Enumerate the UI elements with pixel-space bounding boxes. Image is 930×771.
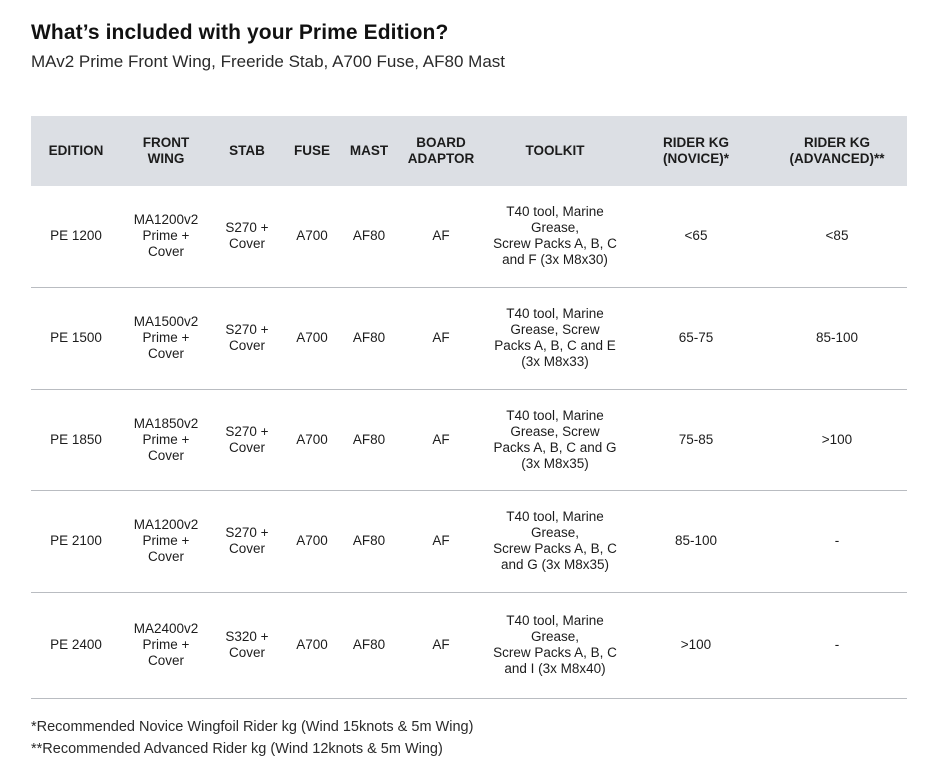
cell-edition: PE 2100 [50,533,102,548]
cell-rider-kg-novice: 75-85 [678,431,714,447]
cell-rider-kg-advanced: <85 [825,228,849,244]
cell-board-adaptor: AF [432,431,450,447]
cell-edition: PE 1850 [50,431,102,447]
cell-board-adaptor: AF [432,330,450,345]
cell-stab: S270 + Cover [225,423,269,455]
table-header-row: EDITION FRONT WING STAB FUSE MAST BOARD … [31,116,907,186]
cell-rider-kg-advanced: - [834,533,840,548]
header-front-wing: FRONT WING [142,135,190,166]
header-mast: MAST [349,143,389,158]
cell-stab: S320 + Cover [225,629,269,660]
cell-rider-kg-novice: 85-100 [674,533,718,548]
cell-front-wing: MA1850v2 Prime + Cover [133,415,199,463]
cell-toolkit: T40 tool, Marine Grease, Screw Packs A, … [493,509,617,572]
cell-front-wing: MA1200v2 Prime + Cover [133,212,199,260]
table-row: PE 2100 MA1200v2 Prime + Cover S270 + Co… [31,490,907,592]
prime-edition-table: EDITION FRONT WING STAB FUSE MAST BOARD … [31,116,907,699]
cell-front-wing: MA1500v2 Prime + Cover [133,314,199,361]
table-row: PE 1500 MA1500v2 Prime + Cover S270 + Co… [31,287,907,389]
cell-toolkit: T40 tool, Marine Grease, Screw Packs A, … [494,306,616,369]
cell-stab: S270 + Cover [225,525,269,556]
cell-rider-kg-advanced: >100 [821,431,853,447]
header-board-adaptor: BOARD ADAPTOR [407,135,475,166]
page-subtitle: MAv2 Prime Front Wing, Freeride Stab, A7… [31,52,505,71]
cell-front-wing: MA1200v2 Prime + Cover [133,517,199,564]
header-fuse: FUSE [293,143,330,158]
cell-toolkit: T40 tool, Marine Grease, Screw Packs A, … [493,407,617,471]
cell-fuse: A700 [296,637,328,652]
cell-rider-kg-novice: 65-75 [678,330,714,345]
cell-toolkit: T40 tool, Marine Grease, Screw Packs A, … [493,204,617,268]
cell-edition: PE 2400 [50,637,102,652]
cell-rider-kg-advanced: - [834,637,840,652]
cell-toolkit: T40 tool, Marine Grease, Screw Packs A, … [493,613,617,676]
table-row: PE 2400 MA2400v2 Prime + Cover S320 + Co… [31,592,907,698]
cell-mast: AF80 [352,637,386,652]
cell-edition: PE 1200 [50,228,102,244]
header-edition: EDITION [48,143,104,158]
table-row: PE 1200 MA1200v2 Prime + Cover S270 + Co… [31,186,907,287]
cell-mast: AF80 [352,431,386,447]
cell-rider-kg-advanced: 85-100 [815,330,859,345]
cell-rider-kg-novice: >100 [680,637,712,652]
cell-rider-kg-novice: <65 [684,228,708,244]
cell-stab: S270 + Cover [225,220,269,252]
cell-fuse: A700 [296,431,328,447]
footnote-novice: *Recommended Novice Wingfoil Rider kg (W… [31,719,474,735]
cell-mast: AF80 [352,533,386,548]
cell-edition: PE 1500 [50,330,102,345]
header-stab: STAB [229,143,265,158]
header-rider-kg-novice: RIDER KG (NOVICE)* [662,135,729,166]
cell-fuse: A700 [296,228,328,244]
cell-mast: AF80 [352,330,386,345]
cell-board-adaptor: AF [432,228,450,244]
footnotes: *Recommended Novice Wingfoil Rider kg (W… [31,716,473,760]
cell-front-wing: MA2400v2 Prime + Cover [133,621,199,668]
page-title: What’s included with your Prime Edition? [31,21,449,44]
cell-fuse: A700 [296,330,328,345]
cell-board-adaptor: AF [432,637,450,652]
header-rider-kg-advanced: RIDER KG (ADVANCED)** [789,135,885,166]
footnote-advanced: **Recommended Advanced Rider kg (Wind 12… [31,741,443,757]
cell-board-adaptor: AF [432,533,450,548]
table-row: PE 1850 MA1850v2 Prime + Cover S270 + Co… [31,389,907,490]
header-toolkit: TOOLKIT [525,143,585,158]
cell-fuse: A700 [296,533,328,548]
cell-mast: AF80 [352,228,386,244]
cell-stab: S270 + Cover [225,322,269,353]
